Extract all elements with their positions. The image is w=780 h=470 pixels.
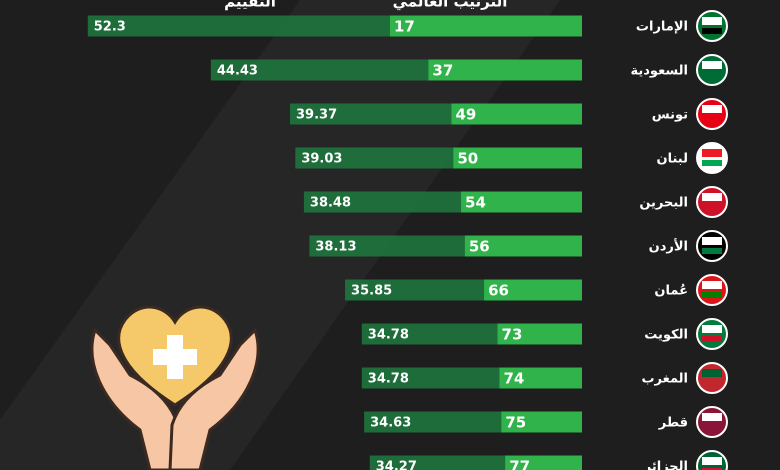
rank-bar — [453, 147, 582, 169]
country-name: المغرب — [641, 372, 688, 387]
rank-label: 37 — [432, 62, 453, 80]
flag-part — [702, 193, 722, 201]
score-label: 35.85 — [351, 284, 392, 299]
score-label: 39.03 — [301, 152, 342, 167]
flag-part — [702, 369, 722, 377]
rank-bar — [451, 103, 582, 125]
country-name: الإمارات — [636, 20, 688, 35]
rank-bar — [390, 15, 582, 37]
flag-part — [702, 160, 722, 166]
flag-part — [702, 281, 722, 289]
country-name: الجزائر — [643, 460, 688, 470]
flag-rim — [696, 274, 728, 306]
rank-label: 56 — [469, 238, 490, 256]
rank-label: 74 — [503, 370, 524, 388]
flag-rim — [696, 406, 728, 438]
rank-label: 50 — [457, 150, 478, 168]
flag-rim — [696, 142, 728, 174]
rank-label: 54 — [465, 194, 486, 212]
rank-bar — [499, 367, 582, 389]
flag-part — [702, 468, 722, 470]
rank-label: 66 — [488, 282, 509, 300]
flag-part — [702, 292, 722, 298]
score-label: 34.78 — [368, 372, 409, 387]
flag-part — [702, 413, 722, 421]
country-name: عُمان — [654, 283, 688, 299]
flag-rim — [696, 10, 728, 42]
rank-bar — [461, 191, 582, 213]
legend-score: التقييم — [224, 0, 276, 11]
rank-bar — [428, 59, 582, 81]
flag-part — [702, 61, 722, 69]
flag-rim — [696, 230, 728, 262]
flag-rim — [696, 318, 728, 350]
flag-part — [702, 17, 722, 25]
country-name: البحرين — [639, 196, 688, 211]
rank-bar — [505, 455, 582, 470]
rank-label: 73 — [502, 326, 523, 344]
rank-label: 17 — [394, 18, 415, 36]
country-name: لبنان — [657, 152, 688, 167]
flag-rim — [696, 98, 728, 130]
flag-rim — [696, 450, 728, 470]
legend-rank: الترتيب العالمي — [393, 0, 508, 11]
rank-bar — [464, 235, 582, 257]
score-label: 39.37 — [296, 108, 337, 123]
flag-rim — [696, 186, 728, 218]
rank-label: 75 — [505, 414, 526, 432]
flag-part — [702, 457, 722, 465]
score-label: 38.48 — [310, 196, 351, 211]
flag-part — [702, 149, 722, 157]
score-label: 52.3 — [94, 20, 126, 35]
flag-part — [702, 336, 722, 342]
flag-part — [702, 105, 722, 113]
country-name: تونس — [652, 108, 688, 123]
country-name: الكويت — [644, 328, 688, 343]
flag-part — [702, 237, 722, 245]
rank-label: 77 — [509, 458, 530, 470]
flag-part — [702, 28, 722, 34]
country-name: الأردن — [649, 238, 688, 255]
rank-bar — [501, 411, 582, 433]
hands-heart-icon — [90, 305, 260, 470]
score-label: 44.43 — [217, 64, 258, 79]
score-label: 34.63 — [370, 416, 411, 431]
score-label: 34.78 — [368, 328, 409, 343]
score-label: 34.27 — [376, 460, 417, 470]
flag-part — [702, 325, 722, 333]
flag-part — [702, 248, 722, 254]
rank-label: 49 — [455, 106, 476, 124]
flag-rim — [696, 362, 728, 394]
rank-bar — [497, 323, 582, 345]
country-name: السعودية — [631, 64, 689, 79]
rank-bar — [484, 279, 582, 301]
score-label: 38.13 — [315, 240, 356, 255]
country-name: قطر — [658, 416, 688, 431]
flag-rim — [696, 54, 728, 86]
